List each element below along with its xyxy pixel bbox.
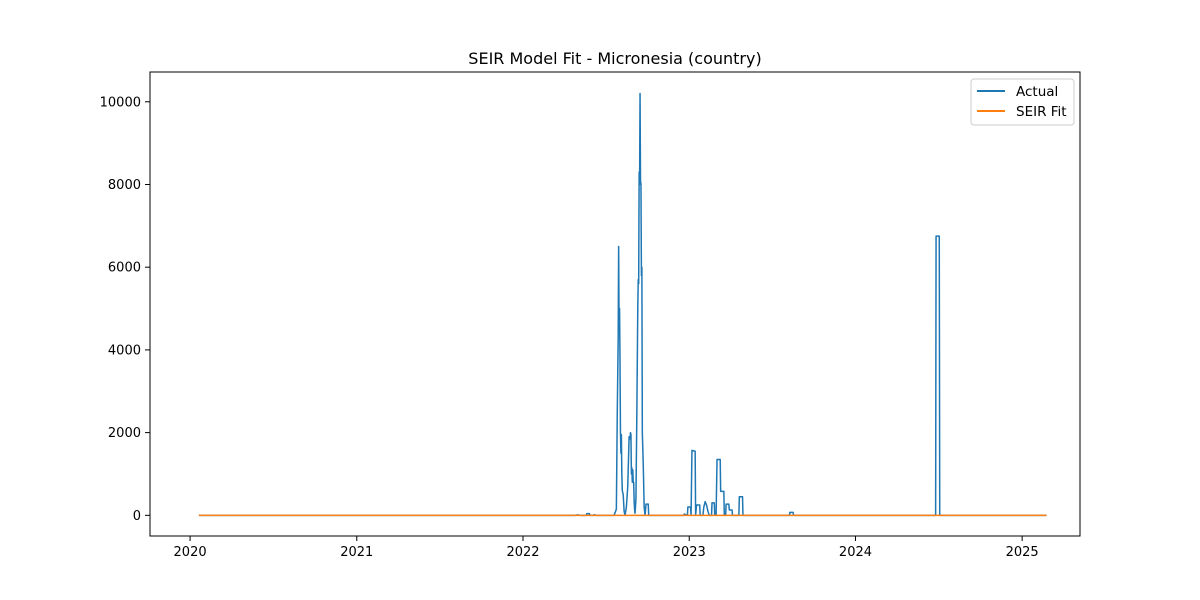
chart-legend: Actual SEIR Fit [970,78,1075,126]
series-line-actual [198,92,1047,517]
x-tick-label: 2025 [1006,545,1039,560]
legend-label: Actual [1016,84,1058,100]
y-tick-label: 6000 [108,261,141,276]
y-tick-label: 4000 [108,343,141,358]
x-tick-label: 2020 [174,545,207,560]
x-tick-label: 2024 [839,545,872,560]
axes-frame [149,71,1081,537]
legend-label: SEIR Fit [1016,104,1067,120]
y-tick-label: 0 [133,509,141,524]
y-tick-label: 10000 [100,95,141,110]
x-tick-label: 2021 [340,545,373,560]
x-tick-label: 2023 [673,545,706,560]
chart-title: SEIR Model Fit - Micronesia (country) [468,49,761,68]
y-tick-label: 8000 [108,178,141,193]
y-tick-label: 2000 [108,426,141,441]
x-tick-label: 2022 [506,545,539,560]
plot-area: 2020 2021 2022 2023 2024 2025 0 2000 4000 6000 800… [100,71,1081,560]
